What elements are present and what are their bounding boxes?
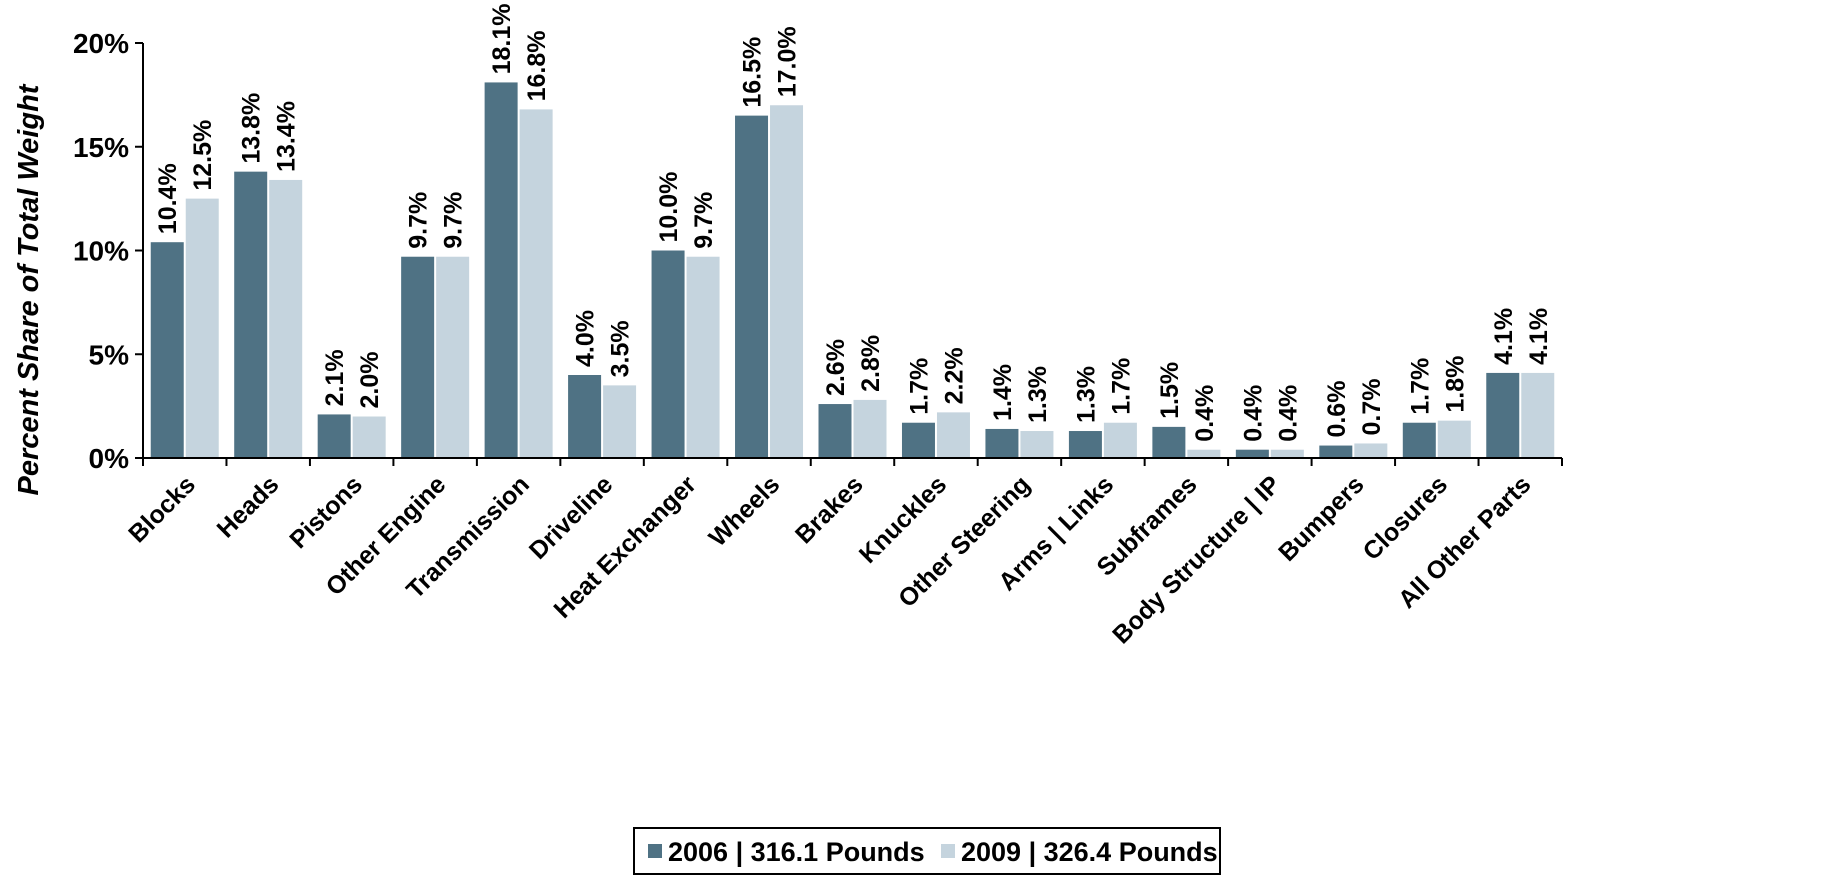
data-label-closures-2006: 1.7% — [1406, 358, 1434, 415]
y-tick-label: 10% — [73, 236, 129, 267]
bar-subframes-2009 — [1187, 449, 1221, 458]
data-label-transmission-2009: 16.8% — [523, 31, 551, 102]
data-label-wheels-2009: 17.0% — [774, 26, 802, 97]
x-tick-label-brakes: Brakes — [790, 470, 869, 549]
bar-blocks-2009 — [185, 198, 219, 458]
x-tick-label-heat-exchanger: Heat Exchanger — [548, 470, 702, 624]
bar-all-other-parts-2006 — [1486, 372, 1520, 458]
data-label-all-other-parts-2006: 4.1% — [1490, 308, 1518, 365]
bar-blocks-2006 — [150, 242, 184, 458]
bar-heads-2009 — [269, 179, 303, 458]
data-label-wheels-2006: 16.5% — [739, 37, 767, 108]
data-label-knuckles-2006: 1.7% — [905, 358, 933, 415]
data-label-arms-links-2006: 1.3% — [1072, 366, 1100, 423]
data-label-brakes-2009: 2.8% — [857, 335, 885, 392]
y-tick-label: 5% — [89, 339, 130, 370]
data-label-knuckles-2009: 2.2% — [940, 347, 968, 404]
data-label-bumpers-2006: 0.6% — [1323, 381, 1351, 438]
x-tick-label-bumpers: Bumpers — [1273, 470, 1369, 566]
data-label-pistons-2009: 2.0% — [356, 352, 384, 409]
bar-wheels-2006 — [735, 115, 769, 458]
data-label-blocks-2009: 12.5% — [189, 120, 217, 191]
legend-box — [633, 827, 1221, 875]
legend-label-2009: 2009 | 326.4 Pounds — [961, 837, 1218, 867]
bar-brakes-2009 — [853, 399, 887, 458]
x-ticks-group — [142, 458, 1563, 466]
data-label-closures-2009: 1.8% — [1441, 356, 1469, 413]
bar-arms-links-2009 — [1103, 422, 1137, 458]
bar-driveline-2009 — [603, 385, 637, 458]
legend-swatch-2009 — [941, 844, 955, 858]
y-axis-label: Percent Share of Total Weight — [13, 83, 45, 495]
data-label-body-structure-ip-2006: 0.4% — [1239, 385, 1267, 442]
data-label-subframes-2006: 1.5% — [1156, 362, 1184, 419]
data-label-body-structure-ip-2009: 0.4% — [1274, 385, 1302, 442]
data-label-other-engine-2006: 9.7% — [405, 192, 433, 249]
data-label-blocks-2006: 10.4% — [154, 163, 182, 234]
bar-arms-links-2006 — [1068, 431, 1102, 458]
data-label-all-other-parts-2009: 4.1% — [1525, 308, 1553, 365]
bar-all-other-parts-2009 — [1521, 372, 1555, 458]
bar-heads-2006 — [234, 171, 268, 458]
bar-other-engine-2009 — [436, 256, 470, 458]
bar-pistons-2006 — [317, 414, 351, 458]
bar-knuckles-2009 — [936, 412, 970, 458]
x-tick-label-body-structure-ip: Body Structure | IP — [1107, 470, 1286, 649]
data-label-pistons-2006: 2.1% — [321, 349, 349, 406]
bar-heat-exchanger-2006 — [651, 250, 685, 458]
data-label-heads-2006: 13.8% — [238, 93, 266, 164]
data-label-subframes-2009: 0.4% — [1191, 385, 1219, 442]
x-tick-label-pistons: Pistons — [284, 470, 368, 554]
bar-transmission-2009 — [519, 109, 553, 459]
x-tick-label-heads: Heads — [212, 470, 285, 543]
y-tick-label: 20% — [73, 28, 129, 59]
legend-swatch-2006 — [648, 844, 662, 858]
data-label-brakes-2006: 2.6% — [822, 339, 850, 396]
data-label-arms-links-2009: 1.7% — [1107, 358, 1135, 415]
bar-brakes-2006 — [818, 404, 852, 458]
y-tick-label: 0% — [89, 443, 130, 474]
x-tick-label-wheels: Wheels — [704, 470, 786, 552]
legend-label-2006: 2006 | 316.1 Pounds — [668, 837, 925, 867]
bar-subframes-2006 — [1152, 426, 1186, 458]
bar-bumpers-2009 — [1354, 443, 1388, 458]
bar-pistons-2009 — [352, 416, 386, 458]
bars-group — [150, 82, 1555, 459]
bar-wheels-2009 — [770, 105, 804, 458]
x-tick-label-blocks: Blocks — [123, 470, 201, 548]
data-label-other-steering-2006: 1.4% — [989, 364, 1017, 421]
bar-other-engine-2006 — [401, 256, 435, 458]
data-label-driveline-2006: 4.0% — [572, 310, 600, 367]
y-tick-label: 15% — [73, 132, 129, 163]
bar-other-steering-2006 — [985, 428, 1019, 458]
data-label-other-engine-2009: 9.7% — [440, 192, 468, 249]
data-label-heat-exchanger-2009: 9.7% — [690, 192, 718, 249]
data-label-transmission-2006: 18.1% — [488, 4, 516, 75]
bar-transmission-2006 — [484, 82, 518, 459]
data-label-driveline-2009: 3.5% — [607, 320, 635, 377]
y-ticks-group: 0% 5% 10% 15% 20% — [73, 28, 143, 474]
legend: 2006 | 316.1 Pounds 2009 | 326.4 Pounds — [633, 827, 1221, 875]
bar-body-structure-ip-2006 — [1235, 449, 1269, 458]
data-label-other-steering-2009: 1.3% — [1024, 366, 1052, 423]
bar-bumpers-2006 — [1319, 445, 1353, 458]
bar-heat-exchanger-2009 — [686, 256, 720, 458]
bar-driveline-2006 — [568, 375, 602, 458]
bar-closures-2006 — [1402, 422, 1436, 458]
bar-knuckles-2006 — [901, 422, 935, 458]
bar-other-steering-2009 — [1020, 431, 1054, 458]
bar-closures-2009 — [1437, 420, 1471, 458]
data-label-heads-2009: 13.4% — [273, 101, 301, 172]
data-label-heat-exchanger-2006: 10.0% — [655, 172, 683, 243]
data-label-bumpers-2009: 0.7% — [1358, 378, 1386, 435]
data-labels-group: 10.4%12.5% 13.8% 13.4%2.1% 2.0%9.7% 9.7%18.1… — [154, 4, 1553, 442]
bar-body-structure-ip-2009 — [1270, 449, 1304, 458]
